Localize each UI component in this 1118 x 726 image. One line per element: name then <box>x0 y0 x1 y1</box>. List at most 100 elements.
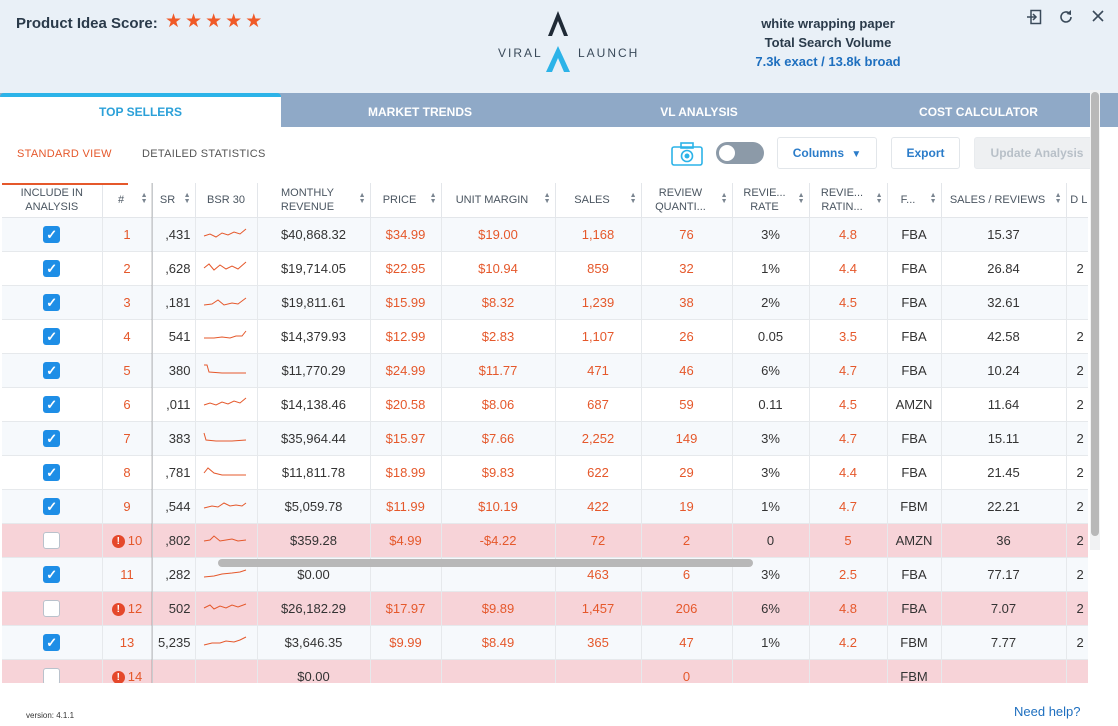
include-cell[interactable] <box>2 557 103 592</box>
review-rate-cell: 2% <box>732 285 810 320</box>
table-row[interactable]: 4 541 $14,379.93$12.99$2.831,107260.053.5F… <box>2 319 1088 354</box>
include-cell[interactable] <box>2 625 103 660</box>
table-row[interactable]: ! 10,802 $359.28 $4.99 -$4.22 72 2 0 5 AMZN 36 2 <box>2 523 1088 558</box>
include-cell[interactable] <box>2 523 103 558</box>
review-rating-cell: 4.4 <box>809 251 888 286</box>
camera-icon[interactable] <box>670 141 704 167</box>
columns-button[interactable]: Columns ▼ <box>777 137 877 169</box>
table-row[interactable]: 3 ,181 $19,811.61$15.99$8.321,239382%4.5FB… <box>2 285 1088 320</box>
include-cell[interactable] <box>2 659 103 683</box>
rank-value: 5 <box>123 362 131 378</box>
bsr-sparkline <box>203 534 247 542</box>
col-price[interactable]: PRICE ▲ ▼ <box>370 183 442 218</box>
include-checkbox[interactable] <box>43 395 61 413</box>
rank-cell: 11 <box>102 557 153 592</box>
margin-cell: $8.49 <box>441 625 556 660</box>
col-num[interactable]: # ▲ ▼ <box>102 183 153 218</box>
col-sales[interactable]: SALES ▲ ▼ <box>555 183 642 218</box>
include-cell[interactable] <box>2 319 103 354</box>
review-rating-cell: 2.5 <box>809 557 888 592</box>
horizontal-scrollbar-thumb[interactable] <box>218 559 753 567</box>
include-checkbox[interactable] <box>43 463 61 481</box>
sales-cell: 1,239 <box>555 285 642 320</box>
table-row[interactable]: 9,544$5,059.78$11.99$10.19422191%4.7FBM2… <box>2 489 1088 524</box>
rank-cell: 5 <box>102 353 153 388</box>
version-label: version: 4.1.1 <box>26 711 75 720</box>
rank-value: 9 <box>123 498 131 514</box>
tab-vl-analysis[interactable]: VL ANALYSIS <box>660 105 738 119</box>
include-cell[interactable] <box>2 421 103 456</box>
standard-view-tab[interactable]: STANDARD VIEW <box>17 148 112 160</box>
rank-value: 10 <box>127 532 143 548</box>
extra-cell: 2 <box>1066 523 1088 558</box>
table-body: 1,431$40,868.32$34.99$19.001,168763%4.8F… <box>2 217 1088 683</box>
bsr30-cell <box>195 285 258 320</box>
review-rate-cell: 6% <box>732 353 810 388</box>
include-checkbox[interactable] <box>43 667 61 683</box>
top-sellers-panel: STANDARD VIEW DETAILED STATISTICS Column… <box>0 127 1118 726</box>
export-button[interactable]: Export <box>891 137 960 169</box>
need-help-link[interactable]: Need help? <box>1014 704 1081 719</box>
bsr-sparkline <box>203 432 247 441</box>
include-checkbox[interactable] <box>43 599 61 617</box>
include-cell[interactable] <box>2 285 103 320</box>
product-idea-score-label: Product Idea Score: <box>16 15 158 32</box>
table-row[interactable]: ! 12 502 $26,182.29 $17.97 $9.89 1,457 206 6% 4.8… <box>2 591 1088 626</box>
include-checkbox[interactable] <box>43 327 61 345</box>
tab-top-sellers[interactable]: TOP SELLERS <box>0 93 281 127</box>
include-checkbox[interactable] <box>43 259 61 277</box>
include-cell[interactable] <box>2 353 103 388</box>
fulfillment-cell: FBA <box>887 285 942 320</box>
sales-cell: 72 <box>555 523 642 558</box>
col-review-qty[interactable]: REVIEW QUANTI... ▲ ▼ <box>641 183 733 218</box>
tab-cost-calculator[interactable]: COST CALCULATOR <box>919 105 1038 119</box>
col-sales-reviews[interactable]: SALES / REVIEWS ▲ ▼ <box>941 183 1067 218</box>
close-icon[interactable] <box>1088 9 1108 27</box>
col-revenue[interactable]: MONTHLY REVENUE ▲ ▼ <box>257 183 371 218</box>
table-row[interactable]: 13 5,235 $3,646.35$9.99$8.49365471%4.2FBM7… <box>2 625 1088 660</box>
include-checkbox[interactable] <box>43 225 61 243</box>
include-checkbox[interactable] <box>43 565 61 583</box>
include-cell[interactable] <box>2 251 103 286</box>
fulfillment-cell: AMZN <box>887 523 942 558</box>
table-row[interactable]: ! 14 $0.00 0 FBM <box>2 659 1088 683</box>
sales-cell: 687 <box>555 387 642 422</box>
table-row[interactable]: 1 ,431 $40,868.32$34.99$19.001,168763%4.8F… <box>2 217 1088 252</box>
bsr-sparkline <box>203 228 247 238</box>
fulfillment-cell: FBM <box>887 625 942 660</box>
review-rate-cell: 0.05 <box>732 319 810 354</box>
col-margin[interactable]: UNIT MARGIN ▲ ▼ <box>441 183 556 218</box>
col-bsr[interactable]: SR ▲ ▼ <box>152 183 196 218</box>
include-cell[interactable] <box>2 591 103 626</box>
vertical-scrollbar-thumb[interactable] <box>1091 92 1099 536</box>
include-cell[interactable] <box>2 387 103 422</box>
exit-icon[interactable] <box>1024 9 1044 27</box>
warning-icon: ! <box>111 534 125 548</box>
tab-market-trends[interactable]: MARKET TRENDS <box>368 105 472 119</box>
refresh-icon[interactable] <box>1056 9 1076 27</box>
view-toggle[interactable] <box>716 142 764 164</box>
update-analysis-button[interactable]: Update Analysis <box>974 137 1100 169</box>
detailed-statistics-tab[interactable]: DETAILED STATISTICS <box>142 148 266 160</box>
col-review-rating[interactable]: REVIE... RATIN... ▲ ▼ <box>809 183 888 218</box>
table-row[interactable]: 5 380 $11,770.29$24.99$11.77471466%4.7FBA1… <box>2 353 1088 388</box>
include-checkbox[interactable] <box>43 531 61 549</box>
include-cell[interactable] <box>2 489 103 524</box>
include-cell[interactable] <box>2 455 103 490</box>
include-checkbox[interactable] <box>43 293 61 311</box>
table-row[interactable]: 2 ,628 $19,714.05$22.95$10.94859321%4.4FBA… <box>2 251 1088 286</box>
include-checkbox[interactable] <box>43 497 61 515</box>
margin-cell: $9.83 <box>441 455 556 490</box>
include-checkbox[interactable] <box>43 633 61 651</box>
col-review-rate[interactable]: REVIE... RATE ▲ ▼ <box>732 183 810 218</box>
table-row[interactable]: 7 383 $35,964.44$15.97$7.662,2521493%4.7FB… <box>2 421 1088 456</box>
include-cell[interactable] <box>2 217 103 252</box>
sales-reviews-cell: 77.17 <box>941 557 1067 592</box>
col-fulfillment[interactable]: F... ▲ ▼ <box>887 183 942 218</box>
table-row[interactable]: 6 ,011 $14,138.46$20.58$8.06687590.114.5AM… <box>2 387 1088 422</box>
table-row[interactable]: 8,781$11,811.78$18.99$9.83622293%4.4FBA2… <box>2 455 1088 490</box>
include-checkbox[interactable] <box>43 361 61 379</box>
include-checkbox[interactable] <box>43 429 61 447</box>
bsr-cell: ,781 <box>152 455 196 490</box>
